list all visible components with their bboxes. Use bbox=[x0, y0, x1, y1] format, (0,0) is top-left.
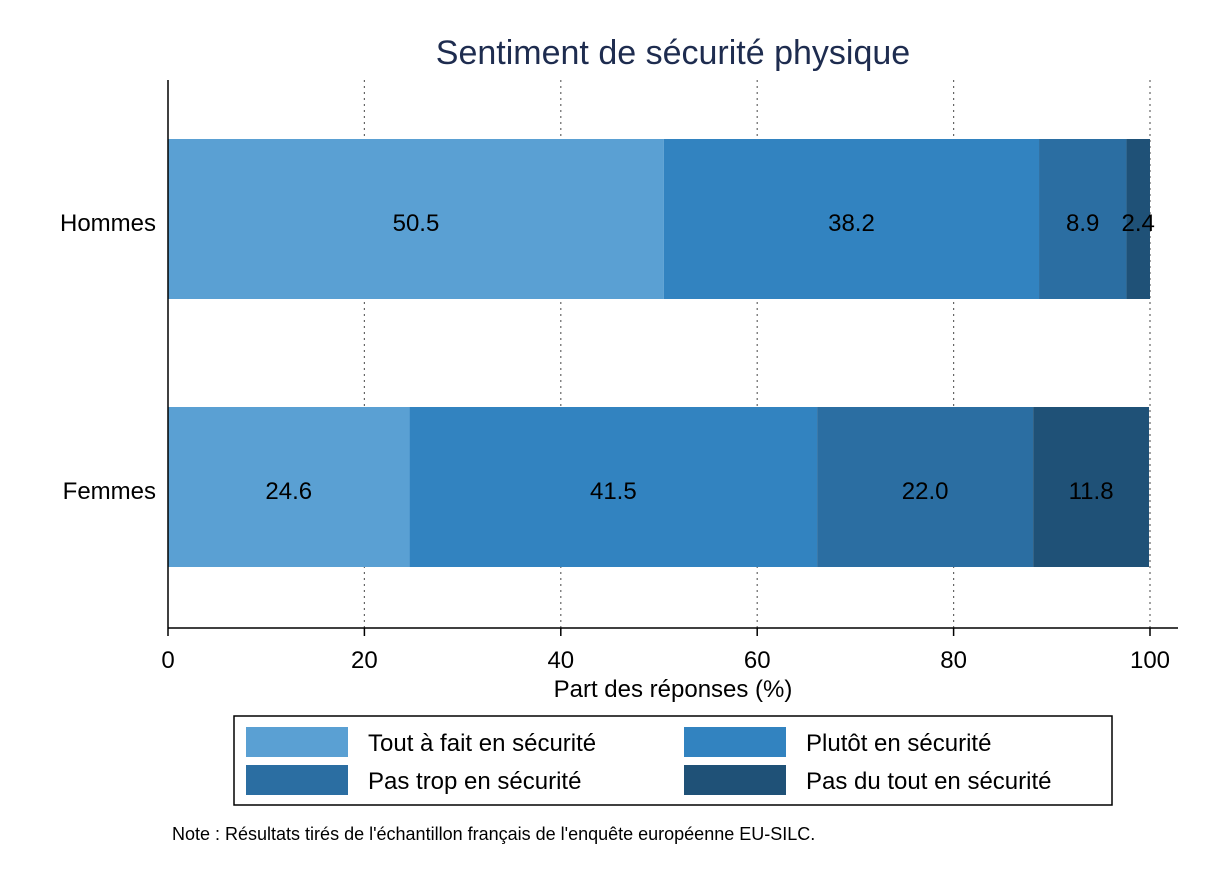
bar-segment bbox=[1033, 407, 1150, 567]
legend-swatch bbox=[684, 765, 786, 795]
chart-title: Sentiment de sécurité physique bbox=[436, 34, 910, 72]
y-axis-categories: Hommes Femmes bbox=[60, 210, 156, 505]
bar-segment bbox=[1039, 139, 1127, 299]
bar-segment bbox=[817, 407, 1034, 567]
legend-label: Pas trop en sécurité bbox=[368, 768, 581, 795]
bar-segment bbox=[168, 407, 410, 567]
bar-value-label: 11.8 bbox=[1069, 478, 1114, 505]
legend-box bbox=[233, 715, 1113, 806]
x-tick-label: 20 bbox=[351, 647, 378, 674]
bar-segment bbox=[409, 407, 818, 567]
legend-swatch bbox=[246, 727, 348, 757]
legend-swatch bbox=[684, 727, 786, 757]
x-tick-label: 40 bbox=[547, 647, 574, 674]
bar-value-label: 2.4 bbox=[1122, 210, 1155, 237]
legend-swatch bbox=[246, 765, 348, 795]
legend-label: Tout à fait en sécurité bbox=[368, 730, 596, 757]
bar-labels-layer: 50.5 38.2 8.9 2.4 24.6 41.5 22.0 11.8 bbox=[265, 210, 1154, 505]
bar-segment bbox=[1126, 139, 1150, 299]
legend-label: Pas du tout en sécurité bbox=[806, 768, 1051, 795]
bar-value-label: 41.5 bbox=[590, 478, 637, 505]
x-axis-ticks: 0 20 40 60 80 100 bbox=[161, 628, 1170, 674]
bars-layer bbox=[168, 139, 1150, 567]
x-tick-label: 100 bbox=[1130, 647, 1170, 674]
bar-value-label: 22.0 bbox=[902, 478, 949, 505]
bar-value-label: 8.9 bbox=[1066, 210, 1099, 237]
legend-label: Plutôt en sécurité bbox=[806, 730, 991, 757]
x-tick-label: 80 bbox=[940, 647, 967, 674]
bar-segment bbox=[663, 139, 1040, 299]
bar-value-label: 38.2 bbox=[828, 210, 875, 237]
bar-value-label: 50.5 bbox=[393, 210, 440, 237]
bar-value-label: 24.6 bbox=[265, 478, 312, 505]
category-label-hommes: Hommes bbox=[60, 210, 156, 237]
x-axis-label: Part des réponses (%) bbox=[554, 676, 793, 703]
chart-note: Note : Résultats tirés de l'échantillon … bbox=[172, 824, 815, 844]
x-tick-label: 0 bbox=[161, 647, 174, 674]
bar-segment bbox=[168, 139, 664, 299]
x-tick-label: 60 bbox=[744, 647, 771, 674]
legend: Tout à fait en sécurité Plutôt en sécurit… bbox=[246, 727, 1051, 795]
category-label-femmes: Femmes bbox=[63, 478, 156, 505]
